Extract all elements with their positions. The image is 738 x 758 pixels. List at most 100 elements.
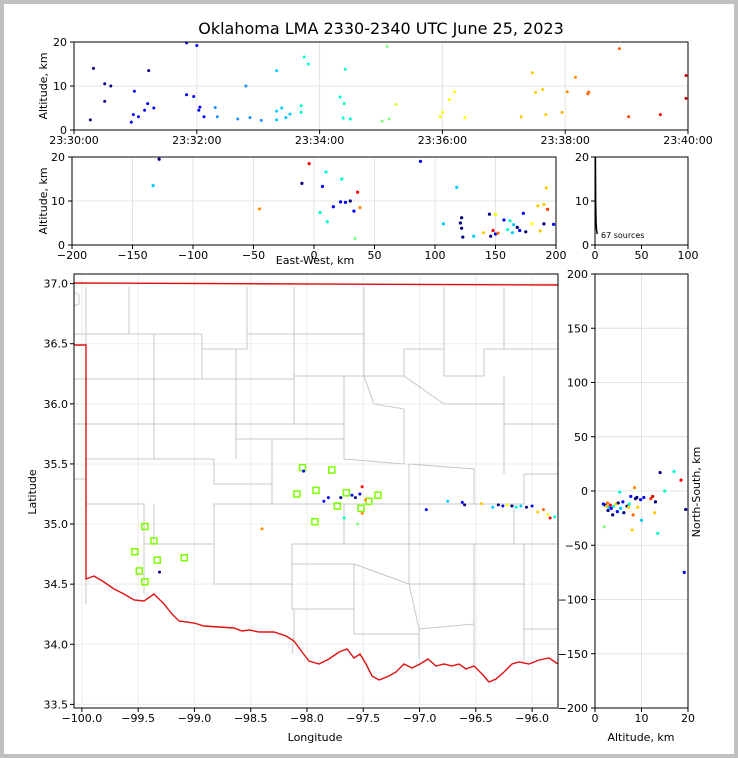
source-point [461, 235, 465, 239]
source-point [185, 93, 189, 97]
source-point [514, 505, 518, 509]
source-point [438, 115, 442, 119]
source-point [195, 44, 199, 48]
lma-station-marker [131, 547, 139, 556]
longitude-tick-label: −97.5 [346, 712, 380, 725]
lma-station-marker [374, 491, 382, 499]
source-point [306, 62, 310, 66]
source-point [548, 516, 552, 520]
source-point [481, 231, 485, 235]
longitude-tick-label: −98.0 [290, 712, 324, 725]
source-point [538, 229, 542, 233]
altitude-tick-label: 0 [592, 712, 599, 725]
source-point [213, 106, 217, 110]
source-point [340, 177, 344, 181]
source-point [358, 492, 362, 496]
source-point [338, 95, 342, 99]
source-point [147, 69, 151, 73]
source-point [248, 116, 252, 120]
east-west-tick-label: 150 [485, 249, 506, 262]
source-point [629, 494, 633, 499]
source-point [460, 500, 464, 504]
east-west-xlabel: East-West, km [276, 254, 354, 267]
source-point [626, 505, 631, 509]
source-point [622, 511, 626, 515]
source-point [440, 110, 444, 114]
source-point [129, 120, 133, 124]
north-south-tick-label: 50 [574, 431, 588, 444]
altitude-tick-label: 0 [60, 124, 67, 137]
source-point [544, 186, 548, 190]
source-point [524, 230, 528, 234]
source-point [512, 223, 516, 227]
source-point [418, 159, 423, 163]
source-point [518, 228, 522, 233]
lma-station-marker [135, 567, 144, 575]
lma-station-marker [328, 466, 336, 474]
source-point [132, 89, 136, 93]
source-point [479, 502, 483, 506]
source-point [627, 115, 631, 119]
source-point [541, 88, 545, 92]
source-point [635, 495, 639, 500]
source-point [342, 516, 346, 520]
source-point [318, 210, 322, 215]
source-point [611, 513, 615, 517]
source-point [609, 506, 613, 510]
altitude-eastwest-panel: −200 −150 −100 −50 0 50 100 150 200 0 10 20 Altitud… [37, 151, 567, 267]
source-point [198, 105, 202, 109]
north-south-tick-label: −150 [558, 648, 588, 661]
lma-station-marker [357, 504, 365, 513]
source-point [521, 211, 525, 215]
time-tick-label: 23:32:00 [172, 134, 221, 147]
source-point [639, 518, 644, 522]
source-point [275, 69, 279, 73]
source-point [342, 102, 346, 106]
time-tick-label: 23:30:00 [49, 134, 98, 147]
source-point [519, 504, 523, 508]
source-point [615, 510, 619, 514]
source-point [545, 207, 550, 211]
source-point [352, 209, 356, 213]
source-point [530, 504, 534, 508]
histogram-y-tick-label: 20 [575, 151, 589, 164]
source-point [608, 503, 612, 507]
source-point [602, 525, 606, 529]
source-point [146, 102, 150, 106]
altitude-tick-label: 10 [635, 712, 649, 725]
source-point [275, 118, 279, 122]
source-point [358, 206, 362, 210]
source-point [131, 113, 135, 117]
source-point [202, 115, 206, 119]
source-point [652, 511, 657, 515]
histogram-line [594, 156, 598, 235]
source-point [360, 511, 364, 515]
source-point [307, 162, 311, 166]
source-point [546, 512, 550, 516]
lma-station-marker [141, 578, 149, 586]
source-point [339, 200, 343, 204]
source-point [424, 508, 428, 512]
source-point [501, 504, 505, 508]
source-point [649, 496, 653, 501]
lma-station-marker [298, 463, 307, 472]
source-point [446, 499, 450, 503]
source-point [197, 108, 201, 112]
source-point [215, 115, 219, 119]
source-point [621, 500, 625, 504]
source-point [638, 498, 643, 502]
north-south-tick-label: −200 [558, 702, 588, 715]
lma-station-marker [141, 522, 149, 531]
time-tick-label: 23:38:00 [540, 134, 589, 147]
source-point [510, 504, 514, 508]
figure-frame: Oklahoma LMA 2330-2340 UTC June 25, 2023… [4, 4, 734, 754]
source-point [353, 236, 357, 240]
lma-station-marker [150, 537, 158, 545]
source-point [502, 218, 506, 222]
lma-station-marker [311, 517, 319, 526]
north-south-tick-label: 200 [567, 268, 588, 281]
source-point [88, 118, 92, 122]
source-point [364, 498, 368, 502]
source-point [472, 234, 476, 238]
histogram-x-tick-label: 100 [678, 249, 699, 262]
